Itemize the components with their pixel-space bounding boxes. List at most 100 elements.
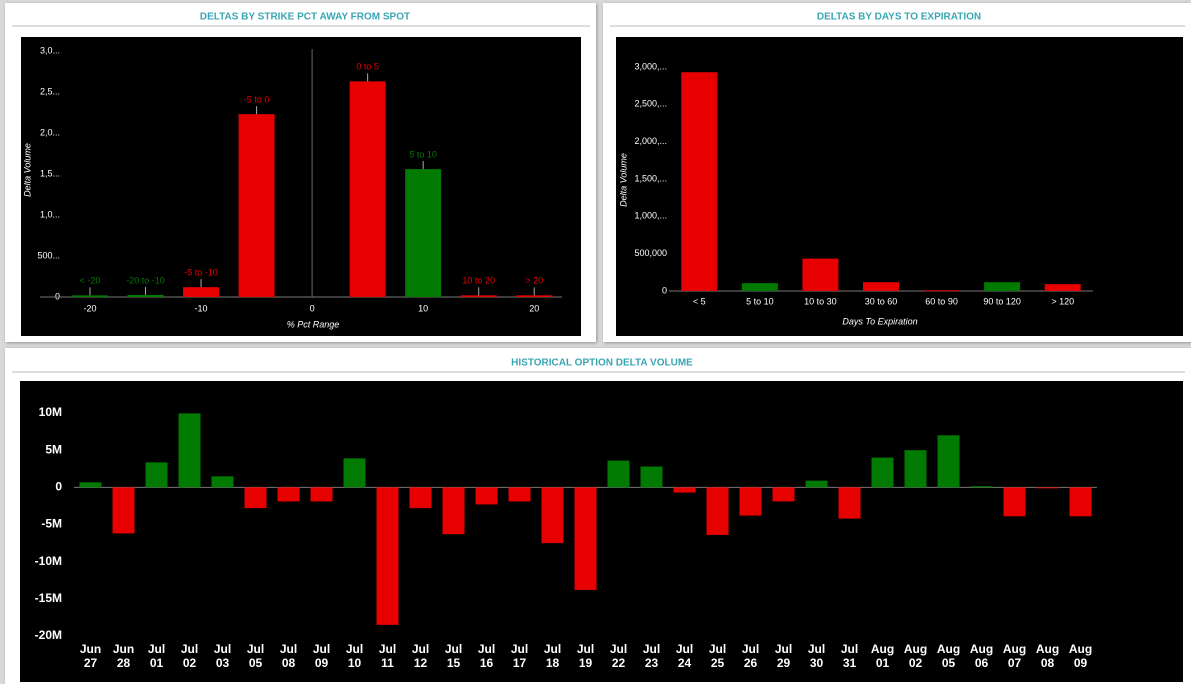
bar-label: > 20 (525, 276, 543, 286)
y-tick-label: 3,000,... (634, 61, 667, 71)
bar (71, 295, 108, 297)
bar-label: -5 to -10 (184, 268, 218, 278)
x-tick-label: Jul 03 (213, 642, 232, 670)
x-tick-label-box: Jul 10 (345, 642, 364, 670)
plot-area (20, 381, 1183, 682)
x-tick-label: 60 to 90 (925, 296, 958, 306)
x-tick-label-box: Jul 25 (708, 642, 727, 670)
bar (349, 81, 386, 297)
plot-area (21, 37, 581, 336)
bar (802, 258, 839, 291)
y-tick-label: 0 (55, 480, 62, 494)
x-tick-label: Aug 02 (903, 642, 928, 670)
x-tick-label: Jun 27 (79, 642, 102, 670)
x-tick-label: Aug 05 (936, 642, 961, 670)
x-tick-label-box: Jul 17 (510, 642, 529, 670)
bar (863, 282, 899, 291)
bar (376, 487, 399, 625)
x-tick-label-box: Jul 29 (774, 642, 793, 670)
bar (508, 487, 531, 502)
x-tick-label: Aug 01 (870, 642, 895, 670)
bar (460, 295, 497, 297)
bar (1003, 487, 1026, 517)
x-tick-label: 20 (529, 303, 539, 313)
x-tick-label: Jul 17 (510, 642, 529, 670)
x-tick-label-box: Jul 31 (840, 642, 859, 670)
bar (475, 487, 498, 505)
bar-label: < -20 (80, 276, 101, 286)
bar (673, 487, 696, 493)
x-tick-label-box: Jul 26 (742, 642, 759, 670)
y-tick-label: 5M (45, 442, 62, 456)
x-tick-label-box: Jul 24 (675, 642, 694, 670)
x-tick-label: Jul 10 (345, 642, 364, 670)
x-tick-label: Jul 24 (675, 642, 694, 670)
y-axis-title: Delta Volume (618, 153, 628, 207)
x-tick-label-box: Jul 15 (444, 642, 463, 670)
x-tick-label-box: Aug 09 (1069, 642, 1092, 670)
y-tick-label: 0 (55, 291, 60, 301)
x-tick-label: Jul 12 (411, 642, 430, 670)
bar (706, 487, 729, 535)
x-tick-label-box: Jul 16 (478, 642, 495, 670)
panel-title: DELTAS BY DAYS TO EXPIRATION (817, 12, 981, 23)
x-tick-label: Jul 30 (807, 642, 826, 670)
y-tick-label: 1,0... (40, 209, 60, 219)
x-tick-label-box: Jul 09 (312, 642, 331, 670)
y-tick-label: -5M (41, 517, 62, 531)
bar (516, 295, 553, 297)
x-axis-title: Days To Expiration (842, 316, 917, 326)
bar (1036, 487, 1059, 489)
x-tick-label-box: Jun 27 (79, 642, 102, 670)
x-tick-label-box: Aug 06 (970, 642, 993, 670)
x-tick-label-box: Jul 08 (280, 642, 297, 670)
bar (127, 294, 164, 297)
x-tick-label-box: Jul 02 (180, 642, 199, 670)
x-tick-label: Jul 31 (840, 642, 859, 670)
bar (112, 487, 135, 534)
x-tick-label: Jul 15 (444, 642, 463, 670)
y-tick-label: 3,0... (40, 45, 60, 55)
bar (640, 466, 663, 488)
x-tick-label-box: Jul 11 (379, 642, 396, 670)
y-tick-label: 10M (39, 405, 62, 419)
x-tick-label: 0 (310, 303, 315, 313)
bar (238, 114, 275, 297)
bar (574, 487, 597, 590)
bar (178, 413, 201, 488)
panel-title: HISTORICAL OPTION DELTA VOLUME (511, 358, 693, 369)
x-tick-label: Jul 05 (246, 642, 265, 670)
x-tick-label: Jul 23 (642, 642, 661, 670)
x-tick-label: Aug 08 (1035, 642, 1060, 670)
x-tick-label: Jul 09 (312, 642, 331, 670)
x-tick-label: < 5 (693, 296, 706, 306)
x-tick-label: > 120 (1051, 296, 1074, 306)
x-tick-label-box: Jul 01 (147, 642, 166, 670)
x-tick-label: Jul 02 (180, 642, 199, 670)
x-tick-label: Jul 25 (708, 642, 727, 670)
x-tick-label: 10 (418, 303, 428, 313)
x-tick-label-box: Aug 02 (903, 642, 928, 670)
y-tick-label: -15M (35, 591, 62, 605)
x-tick-label-box: Jul 05 (246, 642, 265, 670)
x-tick-label-box: Jul 23 (642, 642, 661, 670)
bar-label: 0 to 5 (356, 62, 379, 72)
x-tick-label: Jul 22 (609, 642, 628, 670)
bar-label: -5 to 0 (244, 95, 270, 105)
bar (277, 487, 300, 502)
panel-title: DELTAS BY STRIKE PCT AWAY FROM SPOT (200, 12, 410, 23)
x-tick-label-box: Jun 28 (113, 642, 134, 670)
bar (904, 450, 927, 488)
x-tick-label: Jul 19 (576, 642, 595, 670)
x-tick-label: -10 (195, 303, 208, 313)
bar (541, 487, 564, 544)
x-tick-label: Jul 29 (774, 642, 793, 670)
x-axis-title: % Pct Range (287, 319, 340, 329)
x-tick-label: Jul 01 (147, 642, 166, 670)
bar (145, 462, 168, 488)
x-tick-label: Jul 18 (543, 642, 562, 670)
x-tick-label: 30 to 60 (865, 296, 898, 306)
x-tick-label-box: Jul 19 (576, 642, 595, 670)
bar (1044, 284, 1081, 291)
